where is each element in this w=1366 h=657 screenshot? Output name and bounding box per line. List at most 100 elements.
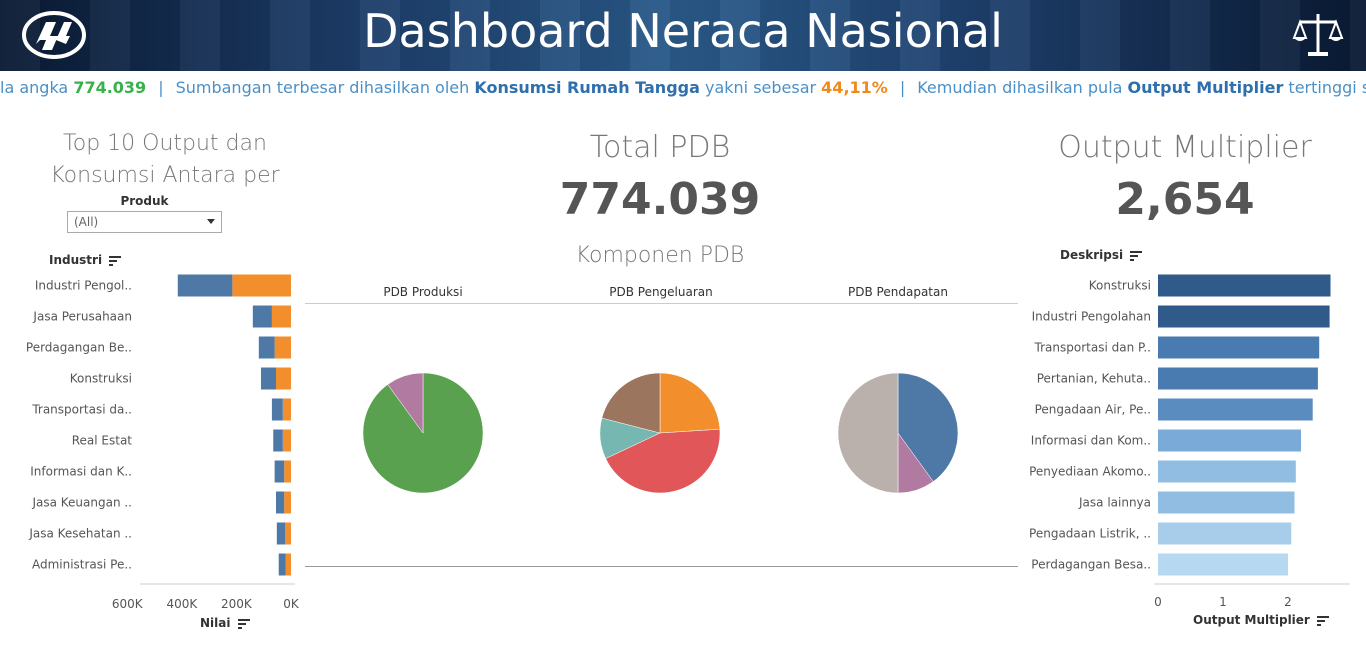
chevron-down-icon bbox=[207, 219, 215, 224]
category-label: Jasa Kesehatan .. bbox=[28, 527, 132, 541]
sort-icon[interactable] bbox=[109, 255, 122, 266]
bar[interactable] bbox=[1158, 460, 1296, 483]
right-axis-label[interactable]: Output Multiplier bbox=[1193, 613, 1330, 627]
category-label: Jasa Perusahaan bbox=[32, 310, 132, 324]
ticker-text: Kemudian dihasilkan pula bbox=[917, 78, 1128, 97]
ticker-text: Sumbangan terbesar dihasilkan oleh bbox=[175, 78, 475, 97]
bar-segment[interactable] bbox=[273, 429, 283, 452]
bar-segment[interactable] bbox=[274, 336, 291, 359]
category-label: Penyediaan Akomo.. bbox=[1029, 465, 1151, 479]
category-label: Real Estat bbox=[72, 434, 133, 448]
total-pdb-label: Total PDB bbox=[589, 130, 731, 165]
bar-segment[interactable] bbox=[275, 367, 291, 390]
pie-slice[interactable] bbox=[362, 372, 484, 494]
category-label: Jasa Keuangan .. bbox=[31, 496, 132, 510]
bar[interactable] bbox=[1158, 305, 1330, 328]
ticker-value: 44,11% bbox=[821, 78, 888, 97]
category-label: Informasi dan K.. bbox=[30, 465, 132, 479]
left-panel-title: Top 10 Output dan Konsumsi Antara per bbox=[20, 128, 310, 192]
category-label: Administrasi Pe.. bbox=[32, 558, 132, 572]
bar-segment[interactable] bbox=[271, 305, 291, 328]
bar-segment[interactable] bbox=[274, 460, 285, 483]
ticker-highlight: Output Multiplier bbox=[1127, 78, 1284, 97]
bar-segment[interactable] bbox=[252, 305, 272, 328]
category-label: Informasi dan Kom.. bbox=[1031, 434, 1151, 448]
bps-logo-icon bbox=[22, 11, 86, 59]
bar-segment[interactable] bbox=[284, 522, 291, 545]
bar-segment[interactable] bbox=[285, 553, 291, 576]
bar[interactable] bbox=[1158, 398, 1313, 421]
bar[interactable] bbox=[1158, 367, 1318, 390]
bar-segment[interactable] bbox=[276, 522, 285, 545]
pie-slice[interactable] bbox=[837, 372, 899, 494]
category-label: Perdagangan Be.. bbox=[26, 341, 132, 355]
pdb-components-pie-charts bbox=[362, 372, 959, 494]
ticker-value: 774.039 bbox=[73, 78, 147, 97]
ticker-text: yakni sebesar bbox=[699, 78, 822, 97]
bar[interactable] bbox=[1158, 491, 1295, 514]
bar-segment[interactable] bbox=[282, 429, 291, 452]
produk-filter-dropdown[interactable]: (All) bbox=[67, 211, 222, 233]
sort-icon[interactable] bbox=[1317, 615, 1330, 626]
total-pdb-value: 774.039 bbox=[559, 174, 761, 225]
scale-icon bbox=[1292, 14, 1344, 56]
dashboard-header: Dashboard Neraca Nasional bbox=[0, 0, 1366, 71]
bar-segment[interactable] bbox=[284, 460, 291, 483]
output-multiplier-value: 2,654 bbox=[1115, 174, 1255, 225]
tick-label: 400K bbox=[166, 597, 198, 610]
bar-segment[interactable] bbox=[177, 274, 233, 297]
tick-label: 200K bbox=[221, 597, 253, 610]
left-title-line1: Top 10 Output dan bbox=[63, 131, 267, 156]
bar-segment[interactable] bbox=[282, 398, 291, 421]
bar-segment[interactable] bbox=[271, 398, 283, 421]
output-multiplier-bar-chart: Konstruksi Industri Pengolahan Transportas… bbox=[1029, 274, 1350, 609]
axis-label-text: Nilai bbox=[200, 616, 231, 630]
category-label: Transportasi da.. bbox=[31, 403, 132, 417]
bar-segment[interactable] bbox=[258, 336, 275, 359]
ticker-separator: | bbox=[899, 78, 906, 97]
pie-title-pengeluaran: PDB Pengeluaran bbox=[609, 285, 713, 299]
category-label: Transportasi dan P.. bbox=[1034, 341, 1151, 355]
tick-label: 2 bbox=[1284, 595, 1292, 609]
page-title: Dashboard Neraca Nasional bbox=[363, 4, 1003, 58]
pie-slice[interactable] bbox=[601, 372, 661, 434]
bar-segment[interactable] bbox=[232, 274, 291, 297]
sort-icon[interactable] bbox=[1130, 250, 1143, 261]
axis-label-text: Output Multiplier bbox=[1193, 613, 1310, 627]
bar[interactable] bbox=[1158, 553, 1288, 576]
bar-segment[interactable] bbox=[278, 553, 286, 576]
pie-slice[interactable] bbox=[897, 372, 959, 482]
left-axis-label[interactable]: Nilai bbox=[200, 616, 250, 630]
tick-label: 0K bbox=[283, 597, 300, 610]
bar-segment[interactable] bbox=[284, 491, 291, 514]
category-label: Pertanian, Kehuta.. bbox=[1037, 372, 1151, 386]
top10-stacked-bar-chart: Industri Pengol.. Jasa Perusahaan Perdagan… bbox=[26, 274, 300, 610]
ticker-text: la angka bbox=[0, 78, 74, 97]
tick-label: 0 bbox=[1154, 595, 1162, 609]
category-label: Industri Pengol.. bbox=[35, 279, 132, 293]
right-row-header[interactable]: Deskripsi bbox=[1060, 248, 1143, 262]
pie-title-pendapatan: PDB Pendapatan bbox=[848, 285, 948, 299]
ticker-separator: | bbox=[158, 78, 164, 97]
output-multiplier-title: Output Multiplier bbox=[1058, 130, 1312, 165]
category-label: Konstruksi bbox=[70, 372, 132, 386]
category-label: Pengadaan Air, Pe.. bbox=[1035, 403, 1151, 417]
bar-segment[interactable] bbox=[275, 491, 285, 514]
pie-area-bottom-border bbox=[305, 566, 1018, 567]
bar-segment[interactable] bbox=[260, 367, 276, 390]
pie-slice[interactable] bbox=[659, 372, 721, 434]
bar[interactable] bbox=[1158, 429, 1301, 452]
category-label: Pengadaan Listrik, .. bbox=[1029, 527, 1151, 541]
bar[interactable] bbox=[1158, 336, 1320, 359]
pie-slice[interactable] bbox=[387, 372, 424, 434]
news-ticker: la angka 774.039 | Sumbangan terbesar diha… bbox=[0, 72, 1366, 104]
tick-label: 600K bbox=[112, 597, 144, 610]
filter-value: (All) bbox=[74, 215, 99, 229]
row-header-label: Deskripsi bbox=[1060, 248, 1124, 262]
bar[interactable] bbox=[1158, 274, 1331, 297]
ticker-text: tertinggi sebes bbox=[1288, 78, 1366, 97]
sort-icon[interactable] bbox=[237, 618, 250, 629]
bar[interactable] bbox=[1158, 522, 1292, 545]
left-row-header[interactable]: Industri bbox=[49, 253, 122, 267]
filter-label: Produk bbox=[120, 194, 169, 208]
